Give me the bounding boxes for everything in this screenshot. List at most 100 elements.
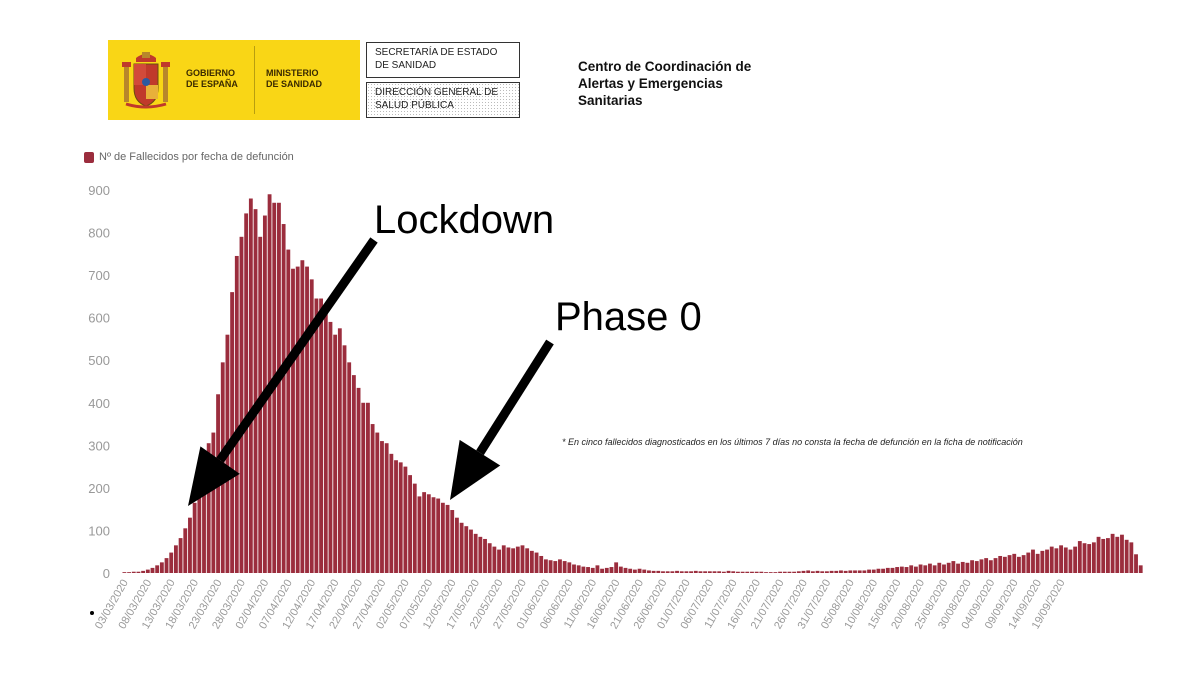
bar bbox=[1063, 547, 1068, 573]
bar bbox=[515, 546, 520, 573]
bar bbox=[1138, 565, 1143, 573]
y-tick-label: 700 bbox=[88, 268, 110, 283]
bar bbox=[450, 510, 455, 573]
bar bbox=[731, 571, 736, 573]
bar bbox=[319, 298, 324, 573]
bar bbox=[651, 570, 656, 573]
bar bbox=[426, 494, 431, 573]
bar bbox=[436, 498, 441, 573]
bar bbox=[998, 555, 1003, 573]
bar bbox=[871, 569, 876, 573]
bar bbox=[1106, 538, 1110, 573]
bar bbox=[1012, 553, 1017, 573]
bar bbox=[773, 572, 778, 573]
y-tick-label: 600 bbox=[88, 311, 110, 326]
bar bbox=[394, 460, 398, 573]
bar bbox=[604, 567, 609, 573]
direccion-box: DIRECCIÓN GENERAL DE SALUD PÚBLICA bbox=[366, 82, 520, 118]
bar bbox=[881, 568, 886, 573]
bar bbox=[974, 561, 979, 573]
bar bbox=[122, 572, 127, 573]
bar bbox=[520, 545, 525, 573]
ministerio-text: MINISTERIO DE SANIDAD bbox=[266, 68, 322, 90]
bar bbox=[909, 565, 914, 573]
bar bbox=[965, 562, 970, 573]
bar bbox=[768, 572, 773, 573]
bar bbox=[956, 563, 960, 573]
bar bbox=[553, 561, 558, 573]
bar bbox=[1124, 539, 1129, 573]
y-tick-label: 100 bbox=[88, 523, 110, 538]
bar bbox=[197, 487, 202, 573]
bar bbox=[183, 528, 188, 573]
gov-line-2: DE ESPAÑA bbox=[186, 79, 238, 89]
bar bbox=[815, 570, 820, 573]
bar bbox=[445, 504, 450, 573]
bar bbox=[988, 560, 993, 573]
bar bbox=[408, 475, 412, 573]
bar bbox=[389, 453, 394, 573]
bar bbox=[323, 313, 328, 573]
bar bbox=[173, 545, 178, 573]
bar bbox=[548, 560, 553, 573]
bar bbox=[422, 492, 427, 573]
government-logo: GOBIERNO DE ESPAÑA MINISTERIO DE SANIDAD bbox=[108, 40, 360, 120]
bar bbox=[628, 568, 633, 573]
bar bbox=[707, 571, 712, 573]
bar bbox=[277, 202, 281, 573]
bar bbox=[506, 547, 511, 573]
bar bbox=[721, 571, 726, 573]
bar bbox=[567, 562, 572, 573]
bar bbox=[792, 571, 797, 573]
phase0-arrow-head bbox=[450, 439, 501, 500]
bar bbox=[993, 558, 998, 573]
bar bbox=[839, 570, 843, 573]
bar bbox=[703, 571, 708, 573]
bar bbox=[1091, 542, 1096, 573]
bar bbox=[150, 567, 155, 573]
bar bbox=[234, 255, 239, 573]
bar bbox=[1031, 549, 1035, 573]
bar bbox=[1049, 546, 1054, 573]
bar bbox=[918, 564, 923, 573]
dir-line-1: DIRECCIÓN GENERAL DE bbox=[375, 87, 498, 98]
bar bbox=[834, 570, 839, 573]
bar bbox=[464, 526, 469, 573]
bar bbox=[131, 571, 136, 573]
bar bbox=[1017, 556, 1021, 573]
secretaria-box: SECRETARÍA DE ESTADO DE SANIDAD bbox=[366, 42, 520, 78]
gov-line-1: GOBIERNO bbox=[186, 68, 236, 78]
bar bbox=[1021, 555, 1026, 573]
bar bbox=[333, 334, 338, 573]
bar bbox=[590, 567, 595, 573]
bar bbox=[684, 571, 689, 573]
bar bbox=[469, 529, 473, 573]
y-tick-label: 800 bbox=[88, 226, 110, 241]
phase0-arrow-shaft bbox=[476, 339, 554, 456]
bar bbox=[483, 538, 487, 573]
bar bbox=[230, 292, 235, 573]
bar bbox=[487, 543, 492, 573]
bar bbox=[670, 571, 675, 573]
bar bbox=[801, 570, 806, 573]
bar bbox=[572, 564, 576, 573]
bar bbox=[206, 443, 211, 573]
bar bbox=[1096, 536, 1101, 573]
bar bbox=[970, 560, 975, 573]
y-tick-label: 200 bbox=[88, 481, 110, 496]
dir-line-2: SALUD PÚBLICA bbox=[375, 100, 454, 111]
phase0-arrow bbox=[450, 339, 554, 500]
center-line-3: Sanitarias bbox=[578, 93, 643, 108]
y-tick-label: 500 bbox=[88, 353, 110, 368]
bar bbox=[403, 466, 408, 573]
bar bbox=[492, 546, 497, 573]
bar bbox=[1059, 545, 1064, 573]
bar bbox=[1054, 548, 1059, 573]
bar bbox=[899, 566, 904, 573]
bar bbox=[932, 565, 937, 573]
bar bbox=[754, 571, 759, 573]
bar bbox=[637, 568, 642, 573]
bar bbox=[1101, 538, 1106, 573]
bar bbox=[459, 522, 464, 573]
lockdown-arrow-head bbox=[188, 446, 240, 506]
